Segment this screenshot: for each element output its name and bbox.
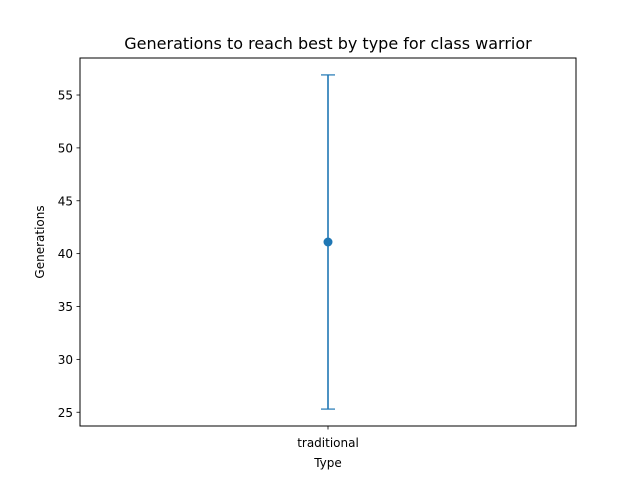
series-layer: [321, 74, 335, 410]
y-tick-label: 40: [58, 247, 73, 261]
y-tick-label: 50: [58, 141, 73, 155]
y-axis-ticks: 25 30 35 40 45 50 55: [58, 89, 80, 420]
x-axis-label: Type: [313, 456, 342, 470]
y-axis-label: Generations: [33, 205, 47, 278]
x-axis-ticks: traditional: [297, 426, 359, 450]
y-tick-label: 35: [58, 300, 73, 314]
y-tick-label: 55: [58, 89, 73, 103]
data-point: [323, 237, 333, 247]
plot-frame: [79, 57, 577, 427]
x-tick-label: traditional: [297, 436, 359, 450]
y-tick-label: 45: [58, 194, 73, 208]
chart-title: Generations to reach best by type for cl…: [124, 34, 532, 53]
y-tick-label: 25: [58, 406, 73, 420]
y-tick-label: 30: [58, 353, 73, 367]
